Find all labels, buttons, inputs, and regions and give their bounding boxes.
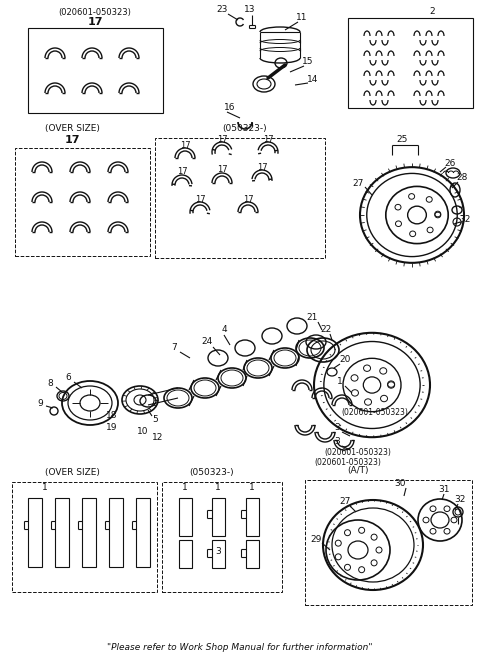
Text: "Please refer to Work Shop Manual for further information": "Please refer to Work Shop Manual for fu… [107,642,373,651]
Bar [82,498,96,567]
Text: 17: 17 [177,167,187,176]
Text: 3: 3 [215,548,221,556]
Text: 1: 1 [42,483,48,493]
Text: 15: 15 [302,58,314,66]
Text: 32: 32 [454,495,466,504]
Text: (020601-050323): (020601-050323) [324,449,391,457]
Text: 28: 28 [456,173,468,182]
Bar [246,498,259,536]
Text: 3: 3 [334,424,340,432]
Bar [212,540,225,568]
Text: 30: 30 [394,480,406,489]
Text: 19: 19 [106,424,118,432]
Text: 18: 18 [106,411,118,419]
Bar [155,138,325,258]
Text: 7: 7 [171,344,177,352]
Bar [179,498,192,536]
Text: 17: 17 [216,165,228,174]
Bar [246,540,259,568]
Bar [305,480,472,605]
Bar [28,498,42,567]
Text: 27: 27 [352,178,364,188]
Text: 17: 17 [257,163,267,171]
Text: 24: 24 [202,337,213,346]
Text: 23: 23 [216,5,228,14]
Text: 17: 17 [64,135,80,145]
Text: 17: 17 [216,134,228,144]
Text: 22: 22 [320,325,332,335]
Text: 17: 17 [263,134,273,144]
Text: 20: 20 [339,356,351,365]
Text: 25: 25 [396,136,408,144]
Bar [348,18,473,108]
Text: 32: 32 [459,216,471,224]
Bar [109,498,123,567]
Text: 21: 21 [306,314,318,323]
Text: 12: 12 [152,434,164,443]
Text: 8: 8 [47,379,53,388]
Text: (020601-050323): (020601-050323) [314,459,382,468]
Text: (OVER SIZE): (OVER SIZE) [45,468,99,476]
Bar [136,498,150,567]
Text: 14: 14 [307,75,319,85]
Bar [212,498,225,536]
Text: (OVER SIZE): (OVER SIZE) [45,123,99,133]
Text: (050323-): (050323-) [223,123,267,133]
Text: 10: 10 [137,428,149,436]
Bar [179,540,192,568]
Text: (020601-050323): (020601-050323) [342,407,408,417]
Text: 5: 5 [152,415,158,424]
Text: (020601-050323): (020601-050323) [59,7,132,16]
Text: 26: 26 [444,159,456,167]
Text: 13: 13 [244,5,256,14]
Bar [162,482,282,592]
Text: (A/T): (A/T) [347,466,369,474]
Text: 11: 11 [296,14,308,22]
Bar [15,148,150,256]
Text: 17: 17 [243,194,253,203]
Text: 1: 1 [249,483,255,493]
Text: 1: 1 [215,483,221,493]
Text: 16: 16 [224,104,236,112]
Text: 1: 1 [337,377,343,386]
Text: 17: 17 [87,17,103,27]
Bar [55,498,69,567]
Text: 2: 2 [429,7,435,16]
Text: (050323-): (050323-) [190,468,234,476]
Text: 6: 6 [65,373,71,382]
Text: 9: 9 [37,398,43,407]
Text: 4: 4 [221,325,227,335]
Text: 27: 27 [339,497,351,506]
Bar [28,28,163,113]
Text: 1: 1 [182,483,188,493]
Text: 31: 31 [438,485,450,495]
Text: 3: 3 [334,438,340,447]
Bar [12,482,157,592]
Text: 17: 17 [195,194,205,203]
Text: 17: 17 [180,140,190,150]
Text: 29: 29 [310,535,322,544]
